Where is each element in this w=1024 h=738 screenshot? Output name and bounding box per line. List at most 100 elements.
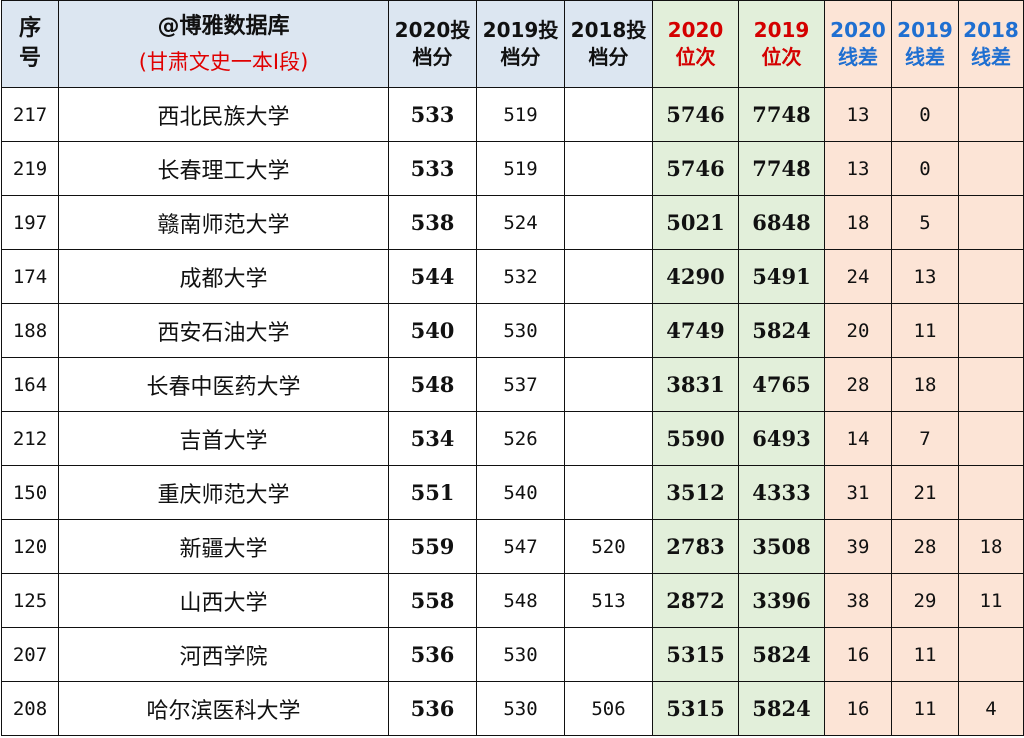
header-score-2018: 2018投档分 bbox=[564, 0, 653, 88]
cell-rank-2020: 2783 bbox=[652, 519, 739, 574]
cell-score-2018: 513 bbox=[564, 573, 653, 628]
cell-diff-2018 bbox=[958, 195, 1024, 250]
cell-seq: 174 bbox=[1, 249, 59, 304]
header-score-2019: 2019投档分 bbox=[476, 0, 565, 88]
cell-seq: 207 bbox=[1, 627, 59, 682]
cell-score-2018 bbox=[564, 465, 653, 520]
cell-score-2020: 538 bbox=[388, 195, 477, 250]
cell-diff-2019: 0 bbox=[891, 141, 959, 196]
cell-score-2020: 533 bbox=[388, 141, 477, 196]
cell-diff-2020: 13 bbox=[824, 141, 892, 196]
cell-score-2020: 536 bbox=[388, 627, 477, 682]
table-row: 150 重庆师范大学 551 540 3512 4333 31 21 bbox=[1, 465, 1024, 520]
cell-score-2019: 530 bbox=[476, 303, 565, 358]
cell-rank-2019: 4333 bbox=[738, 465, 825, 520]
cell-rank-2019: 6493 bbox=[738, 411, 825, 466]
cell-diff-2020: 16 bbox=[824, 681, 892, 736]
cell-diff-2019: 21 bbox=[891, 465, 959, 520]
cell-university: 重庆师范大学 bbox=[58, 465, 389, 520]
cell-diff-2018 bbox=[958, 303, 1024, 358]
cell-diff-2019: 7 bbox=[891, 411, 959, 466]
cell-score-2020: 534 bbox=[388, 411, 477, 466]
cell-university: 山西大学 bbox=[58, 573, 389, 628]
cell-diff-2019: 29 bbox=[891, 573, 959, 628]
cell-university: 长春中医药大学 bbox=[58, 357, 389, 412]
cell-score-2019: 519 bbox=[476, 141, 565, 196]
cell-university: 西北民族大学 bbox=[58, 87, 389, 142]
cell-score-2019: 532 bbox=[476, 249, 565, 304]
cell-rank-2019: 5824 bbox=[738, 627, 825, 682]
cell-score-2020: 548 bbox=[388, 357, 477, 412]
cell-seq: 219 bbox=[1, 141, 59, 196]
cell-university: 赣南师范大学 bbox=[58, 195, 389, 250]
header-rank-2020: 2020位次 bbox=[652, 0, 739, 88]
cell-rank-2019: 7748 bbox=[738, 87, 825, 142]
cell-score-2019: 530 bbox=[476, 681, 565, 736]
table-row: 207 河西学院 536 530 5315 5824 16 11 bbox=[1, 627, 1024, 682]
cell-diff-2019: 5 bbox=[891, 195, 959, 250]
cell-university: 哈尔滨医科大学 bbox=[58, 681, 389, 736]
cell-seq: 120 bbox=[1, 519, 59, 574]
cell-rank-2020: 5746 bbox=[652, 87, 739, 142]
table-row: 197 赣南师范大学 538 524 5021 6848 18 5 bbox=[1, 195, 1024, 250]
cell-university: 吉首大学 bbox=[58, 411, 389, 466]
cell-score-2020: 551 bbox=[388, 465, 477, 520]
cell-score-2018 bbox=[564, 357, 653, 412]
cell-rank-2020: 4290 bbox=[652, 249, 739, 304]
cell-seq: 208 bbox=[1, 681, 59, 736]
cell-diff-2018 bbox=[958, 141, 1024, 196]
cell-university: 新疆大学 bbox=[58, 519, 389, 574]
table-row: 208 哈尔滨医科大学 536 530 506 5315 5824 16 11 … bbox=[1, 681, 1024, 736]
cell-score-2019: 519 bbox=[476, 87, 565, 142]
table-row: 219 长春理工大学 533 519 5746 7748 13 0 bbox=[1, 141, 1024, 196]
cell-diff-2019: 28 bbox=[891, 519, 959, 574]
cell-rank-2019: 5491 bbox=[738, 249, 825, 304]
cell-diff-2018: 11 bbox=[958, 573, 1024, 628]
cell-rank-2019: 6848 bbox=[738, 195, 825, 250]
cell-diff-2020: 38 bbox=[824, 573, 892, 628]
cell-diff-2019: 11 bbox=[891, 627, 959, 682]
table-row: 212 吉首大学 534 526 5590 6493 14 7 bbox=[1, 411, 1024, 466]
cell-university: 成都大学 bbox=[58, 249, 389, 304]
cell-seq: 197 bbox=[1, 195, 59, 250]
cell-score-2020: 533 bbox=[388, 87, 477, 142]
cell-score-2019: 524 bbox=[476, 195, 565, 250]
header-seq: 序号 bbox=[1, 0, 59, 88]
cell-score-2020: 558 bbox=[388, 573, 477, 628]
table-body: 217 西北民族大学 533 519 5746 7748 13 0 219 长春… bbox=[1, 87, 1024, 736]
cell-diff-2018 bbox=[958, 249, 1024, 304]
header-title-cell: @博雅数据库 (甘肃文史一本I段) bbox=[58, 0, 389, 88]
cell-seq: 150 bbox=[1, 465, 59, 520]
cell-score-2018 bbox=[564, 249, 653, 304]
cell-diff-2019: 11 bbox=[891, 303, 959, 358]
cell-diff-2019: 18 bbox=[891, 357, 959, 412]
cell-diff-2020: 28 bbox=[824, 357, 892, 412]
header-diff-2019: 2019线差 bbox=[891, 0, 959, 88]
header-score-2020: 2020投档分 bbox=[388, 0, 477, 88]
cell-rank-2019: 5824 bbox=[738, 681, 825, 736]
cell-score-2019: 530 bbox=[476, 627, 565, 682]
cell-seq: 164 bbox=[1, 357, 59, 412]
cell-seq: 217 bbox=[1, 87, 59, 142]
cell-score-2019: 547 bbox=[476, 519, 565, 574]
cell-university: 西安石油大学 bbox=[58, 303, 389, 358]
cell-diff-2020: 20 bbox=[824, 303, 892, 358]
cell-rank-2020: 5590 bbox=[652, 411, 739, 466]
cell-diff-2019: 11 bbox=[891, 681, 959, 736]
cell-rank-2019: 4765 bbox=[738, 357, 825, 412]
cell-diff-2018: 4 bbox=[958, 681, 1024, 736]
cell-diff-2020: 31 bbox=[824, 465, 892, 520]
table-row: 125 山西大学 558 548 513 2872 3396 38 29 11 bbox=[1, 573, 1024, 628]
cell-score-2019: 526 bbox=[476, 411, 565, 466]
cell-score-2020: 559 bbox=[388, 519, 477, 574]
cell-diff-2019: 13 bbox=[891, 249, 959, 304]
cell-rank-2019: 3396 bbox=[738, 573, 825, 628]
cell-score-2018: 520 bbox=[564, 519, 653, 574]
cell-score-2018 bbox=[564, 141, 653, 196]
cell-diff-2020: 39 bbox=[824, 519, 892, 574]
cell-rank-2020: 5315 bbox=[652, 627, 739, 682]
cell-rank-2020: 4749 bbox=[652, 303, 739, 358]
table-subtitle: (甘肃文史一本I段) bbox=[138, 49, 309, 74]
cell-diff-2018 bbox=[958, 465, 1024, 520]
